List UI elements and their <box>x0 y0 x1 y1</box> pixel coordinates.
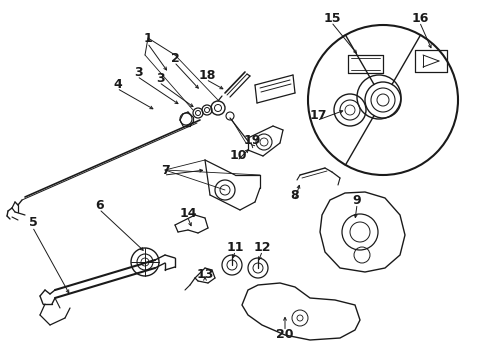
Text: 5: 5 <box>28 216 37 229</box>
Text: 7: 7 <box>161 163 170 176</box>
Text: 3: 3 <box>134 66 142 78</box>
Text: 6: 6 <box>96 198 104 212</box>
Text: 18: 18 <box>198 68 216 81</box>
Text: 20: 20 <box>276 328 294 342</box>
Text: 13: 13 <box>196 267 214 280</box>
Text: 8: 8 <box>291 189 299 202</box>
Text: 16: 16 <box>411 12 429 24</box>
Text: 4: 4 <box>114 77 122 90</box>
Text: 17: 17 <box>309 108 327 122</box>
Text: 10: 10 <box>229 149 247 162</box>
Text: 9: 9 <box>353 194 361 207</box>
Text: 11: 11 <box>226 240 244 253</box>
Text: 19: 19 <box>244 134 261 147</box>
Text: 12: 12 <box>253 240 271 253</box>
Text: 14: 14 <box>179 207 197 220</box>
Text: 1: 1 <box>144 32 152 45</box>
Text: 2: 2 <box>171 51 179 64</box>
Text: 15: 15 <box>323 12 341 24</box>
Text: 3: 3 <box>156 72 164 85</box>
